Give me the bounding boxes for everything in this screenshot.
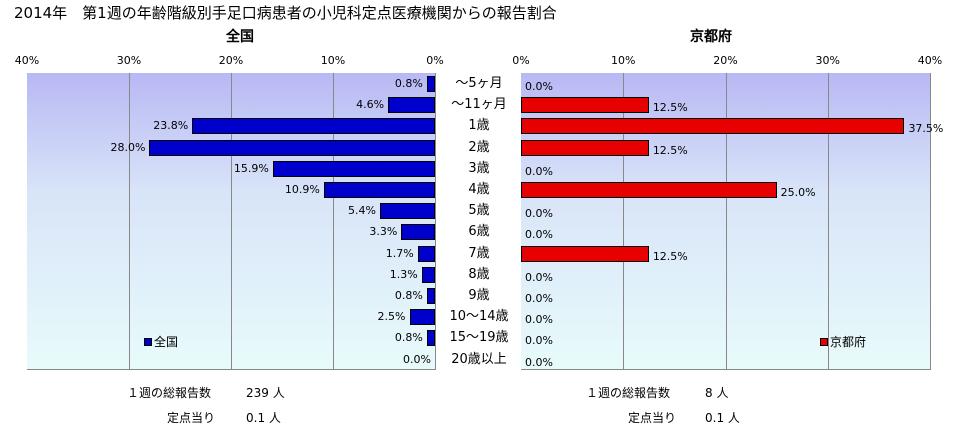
kyoto-bar [521,97,649,114]
national-axis-tick-label: 20% [218,54,244,67]
national-gridline [333,73,334,369]
legend-national-swatch [144,337,152,346]
national-bar-value-label: 1.7% [385,246,414,260]
page-title: 2014年 第1週の年齢階級別手足口病患者の小児科定点医療機関からの報告割合 [14,4,557,22]
national-total-value: 239 人 [246,386,285,400]
national-bar-value-label: 23.8% [153,119,189,133]
national-bar [421,266,435,283]
national-bar [272,160,435,177]
national-axis-tick-label: 0% [426,54,444,67]
kyoto-bar-value-label: 0.0% [525,207,553,221]
national-bar-value-label: 4.6% [356,98,385,112]
national-axis-tick-label: 10% [320,54,346,67]
age-category-label: 1歳 [468,118,490,134]
national-bar-value-label: 10.9% [284,183,320,196]
kyoto-bar-value-label: 0.0% [525,80,553,93]
national-bar-value-label: 0.0% [403,352,431,366]
national-gridline [231,73,232,369]
age-category-label: 3歳 [468,160,490,176]
kyoto-bar-value-label: 12.5% [652,101,688,115]
national-bar-value-label: 2.5% [377,310,406,324]
kyoto-axis-tick-label: 40% [917,54,943,67]
national-bar [401,224,435,241]
national-bar-value-label: 28.0% [110,140,146,154]
kyoto-bar [521,118,905,135]
kyoto-bar-value-label: 0.0% [525,270,553,284]
kyoto-bar-value-label: 0.0% [525,228,553,242]
national-bar-value-label: 15.9% [233,161,269,175]
age-category-label: ～11ヶ月 [451,97,507,113]
age-category-label: 9歳 [468,288,490,303]
national-gridline [129,73,130,369]
age-category-label: 15～19歳 [449,330,509,346]
kyoto-total-label: １週の総報告数 [586,386,671,400]
national-bar-value-label: 0.8% [394,289,423,302]
national-axis-tick-label: 40% [14,54,40,67]
kyoto-bar [521,245,649,262]
kyoto-bar-value-label: 12.5% [652,143,688,157]
age-category-label: 2歳 [468,139,490,155]
national-bar [149,139,435,156]
kyoto-gridline [623,73,625,369]
national-total-label: １週の総報告数 [127,386,212,400]
national-bar [323,182,435,198]
kyoto-bar [521,139,649,156]
kyoto-bar [521,182,777,198]
kyoto-bar-value-label: 0.0% [525,334,553,348]
kyoto-gridline [725,73,727,369]
national-bar [426,330,435,347]
national-bar-value-label: 3.3% [369,225,398,239]
national-bar [388,97,435,114]
kyoto-bar-value-label: 0.0% [525,313,553,327]
kyoto-axis-tick-label: 10% [611,54,636,67]
legend-kyoto: 京都府 [820,333,866,350]
kyoto-per-sentinel-value: 0.1 人 [705,411,740,425]
national-bar-value-label: 0.8% [394,77,423,90]
national-bar [409,309,435,326]
age-category-label: 4歳 [468,182,490,197]
chart-title-national: 全国 [226,29,254,45]
age-category-label: 10～14歳 [449,309,509,325]
chart-title-kyoto: 京都府 [690,29,732,45]
kyoto-bar-value-label: 37.5% [908,122,944,136]
kyoto-gridline [827,73,829,369]
kyoto-plot-area: 0.0% 12.5% 37.5% 12.5% 0.0% 25.0% 0.0% 0.0% 12.5… [521,73,943,370]
age-category-label: 6歳 [468,224,490,240]
kyoto-axis-tick-label: 30% [815,54,840,67]
kyoto-total-value: 8 人 [705,386,729,400]
legend-national: 全国 [144,333,178,350]
kyoto-bar-value-label: 0.0% [525,164,553,178]
national-bar-value-label: 5.4% [347,204,376,218]
national-axis-tick-label: 30% [116,54,142,67]
national-bar [426,76,435,92]
national-bar [192,118,435,135]
national-bar [417,245,435,262]
national-plot-area: 0.8% 4.6% 23.8% 28.0% 15.9% 10.9% 5.4% 3.3% 1.7%… [27,73,436,370]
age-category-label: 20歳以上 [451,351,507,367]
kyoto-bar-value-label: 0.0% [525,292,553,305]
kyoto-axis-tick-label: 0% [512,54,530,67]
legend-national-label: 全国 [154,335,179,349]
age-category-label: 7歳 [468,245,490,261]
national-bar-value-label: 1.3% [389,267,418,281]
legend-kyoto-label: 京都府 [830,335,867,349]
age-category-label: 5歳 [468,203,490,219]
national-bar-value-label: 0.8% [394,331,423,345]
national-bar [379,203,435,220]
kyoto-per-sentinel-label: 定点当り [628,411,677,425]
age-category-label: ～5ヶ月 [455,76,503,91]
kyoto-axis-tick-label: 20% [713,54,738,67]
national-per-sentinel-value: 0.1 人 [246,411,281,425]
kyoto-bar-value-label: 0.0% [525,355,553,369]
national-bar [426,288,435,304]
kyoto-bar-value-label: 12.5% [652,249,688,263]
legend-kyoto-swatch [820,337,828,346]
age-category-label: 8歳 [468,266,490,282]
national-per-sentinel-label: 定点当り [167,411,216,425]
kyoto-bar-value-label: 25.0% [780,186,816,199]
